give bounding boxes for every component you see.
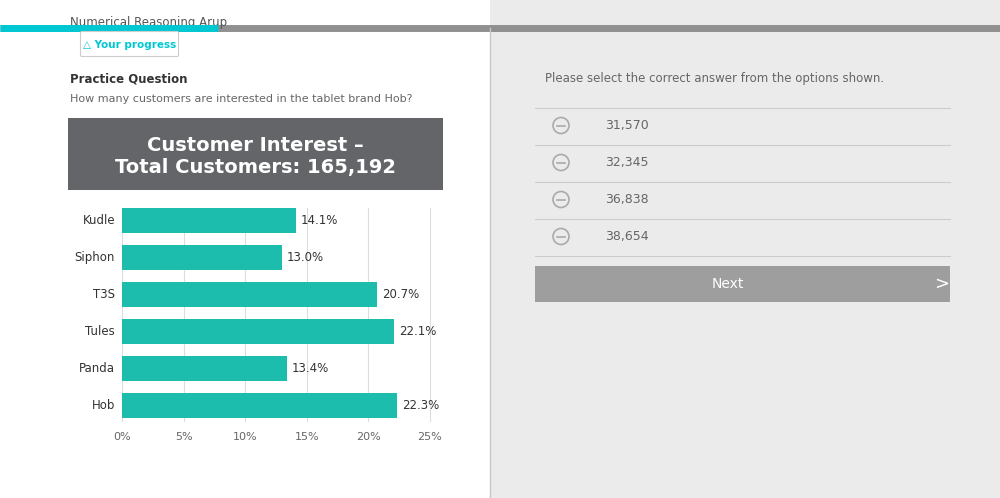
Bar <box>68 118 443 190</box>
Bar <box>122 282 377 307</box>
Text: 20.7%: 20.7% <box>382 288 419 301</box>
Text: 31,570: 31,570 <box>605 119 649 132</box>
Bar <box>122 393 397 418</box>
Bar <box>122 319 394 344</box>
Text: Panda: Panda <box>79 362 115 375</box>
Text: T3S: T3S <box>93 288 115 301</box>
Text: 5%: 5% <box>175 432 192 442</box>
Bar <box>122 356 287 381</box>
Text: Customer Interest –: Customer Interest – <box>147 136 364 155</box>
Text: 10%: 10% <box>233 432 258 442</box>
Text: >: > <box>934 275 950 293</box>
Text: 36,838: 36,838 <box>605 193 649 206</box>
Text: 13.4%: 13.4% <box>292 362 329 375</box>
Text: 20%: 20% <box>356 432 381 442</box>
Text: 15%: 15% <box>294 432 319 442</box>
Text: 32,345: 32,345 <box>605 156 648 169</box>
Text: Numerical Reasoning Arup: Numerical Reasoning Arup <box>70 16 227 29</box>
Bar <box>122 245 282 270</box>
Text: 0%: 0% <box>113 432 131 442</box>
Text: How many customers are interested in the tablet brand Hob?: How many customers are interested in the… <box>70 94 413 104</box>
Text: Hob: Hob <box>92 399 115 412</box>
Text: Total Customers: 165,192: Total Customers: 165,192 <box>115 158 396 177</box>
Text: 22.1%: 22.1% <box>399 325 437 338</box>
Text: 25%: 25% <box>418 432 442 442</box>
FancyBboxPatch shape <box>80 31 178 56</box>
Text: Siphon: Siphon <box>75 251 115 264</box>
Text: Please select the correct answer from the options shown.: Please select the correct answer from th… <box>545 72 884 85</box>
Text: △ Your progress: △ Your progress <box>83 40 176 50</box>
Bar <box>535 266 950 302</box>
Text: Next: Next <box>711 277 744 291</box>
Bar <box>122 208 296 233</box>
Bar <box>490 0 1000 498</box>
Text: 14.1%: 14.1% <box>301 214 338 227</box>
Text: 22.3%: 22.3% <box>402 399 439 412</box>
Text: 38,654: 38,654 <box>605 230 649 243</box>
Text: 13.0%: 13.0% <box>287 251 324 264</box>
Text: Practice Question: Practice Question <box>70 72 188 85</box>
Text: Kudle: Kudle <box>82 214 115 227</box>
Text: Tules: Tules <box>85 325 115 338</box>
